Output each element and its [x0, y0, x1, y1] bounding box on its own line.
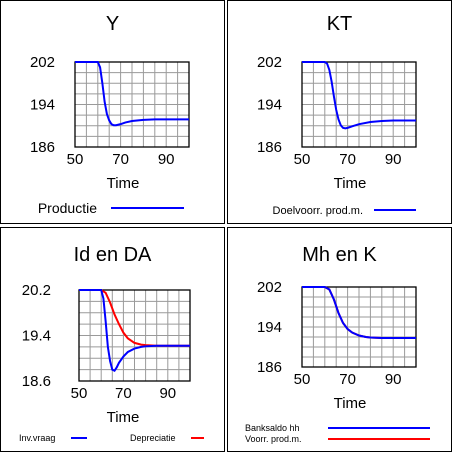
chart-title: Id en DA — [73, 244, 152, 266]
grid — [74, 61, 190, 148]
legend-label: Banksaldo hh — [245, 423, 300, 433]
y-tick-label: 194 — [257, 319, 282, 336]
x-tick-label: 90 — [385, 151, 402, 168]
x-axis-label: Time — [107, 409, 140, 426]
x-tick-label: 90 — [158, 151, 175, 168]
chart-panel-y: Y 202 194 186 50 70 90 Time Productie — [0, 0, 225, 224]
plot-frame — [78, 289, 191, 382]
y-tick-label: 186 — [257, 139, 282, 156]
x-tick-label: 90 — [159, 385, 176, 402]
x-tick-label: 50 — [294, 151, 311, 168]
x-tick-label: 50 — [71, 385, 88, 402]
legend-label: Productie — [38, 200, 97, 216]
y-tick-label: 186 — [30, 139, 55, 156]
legend-label: Voorr. prod.m. — [245, 434, 302, 444]
x-axis-label: Time — [334, 175, 367, 192]
chart-title: Y — [105, 13, 120, 35]
y-tick-label: 202 — [257, 279, 282, 296]
series-line — [302, 61, 416, 130]
legend-label: Depreciatie — [130, 433, 176, 443]
series-line — [75, 61, 189, 127]
x-tick-label: 70 — [115, 385, 132, 402]
chart-panel-id-da: Id en DA 20.2 19.4 18.6 50 70 90 Time Inv.vraag… — [0, 227, 225, 452]
plot-frame — [301, 61, 417, 148]
y-tick-label: 18.6 — [22, 373, 51, 390]
series-line — [79, 289, 190, 373]
chart-y: 202 194 186 50 70 90 Time Productie — [30, 54, 190, 216]
y-tick-label: 194 — [30, 97, 55, 114]
y-tick-label: 186 — [257, 359, 282, 376]
x-tick-label: 70 — [339, 151, 356, 168]
chart-kt: 202 194 186 50 70 90 Time Doelvoorr. prod.m. — [257, 54, 417, 217]
x-tick-label: 70 — [112, 151, 129, 168]
series-line — [302, 286, 416, 339]
chart-id-da: 20.2 19.4 18.6 50 70 90 Time Inv.vraag Depreciat… — [19, 282, 204, 443]
x-axis-label: Time — [334, 395, 367, 412]
plot-frame — [74, 61, 190, 148]
grid — [301, 61, 417, 148]
grid — [78, 289, 191, 382]
x-axis-label: Time — [107, 175, 140, 192]
x-tick-label: 70 — [339, 371, 356, 388]
x-tick-label: 50 — [294, 371, 311, 388]
chart-title: KT — [326, 13, 353, 35]
x-tick-label: 90 — [385, 371, 402, 388]
y-tick-label: 20.2 — [22, 282, 51, 299]
chart-title: Mh en K — [302, 244, 377, 266]
y-tick-label: 194 — [257, 97, 282, 114]
y-tick-label: 202 — [30, 54, 55, 71]
y-tick-label: 19.4 — [22, 328, 51, 345]
chart-panel-mh-k: Mh en K 202 194 186 50 70 90 Time Banksaldo hh V… — [227, 227, 452, 452]
x-tick-label: 50 — [67, 151, 84, 168]
chart-panel-kt: KT 202 194 186 50 70 90 Time Doelvoorr. prod.m. — [227, 0, 452, 224]
plot-frame — [301, 286, 417, 368]
y-tick-label: 202 — [257, 54, 282, 71]
legend-label: Doelvoorr. prod.m. — [273, 205, 363, 217]
grid — [301, 286, 417, 368]
legend-label: Inv.vraag — [19, 433, 55, 443]
